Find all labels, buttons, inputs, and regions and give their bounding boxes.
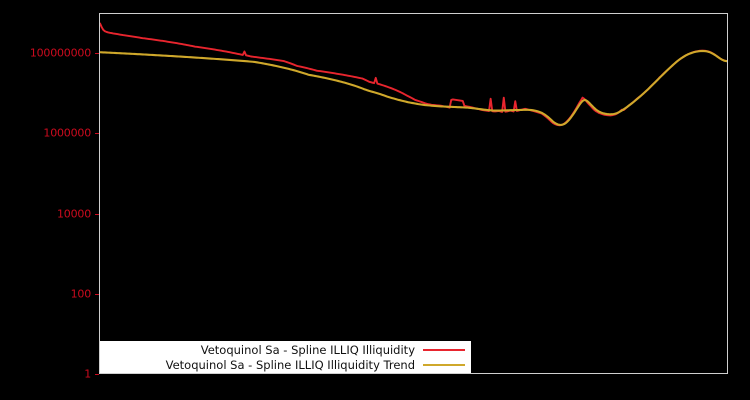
legend-entry-illiquidity-trend: Vetoquinol Sa - Spline ILLIQ Illiquidity…: [100, 357, 465, 372]
y-axis-tick-mark: [95, 293, 99, 295]
plot-area: [99, 13, 728, 374]
legend-swatch-illiquidity-trend: [423, 363, 465, 366]
y-axis-tick-label: 10000: [57, 207, 91, 221]
y-axis-tick-label: 100000000: [29, 46, 91, 60]
series-line-illiquidity: [100, 23, 727, 125]
legend-label-illiquidity: Vetoquinol Sa - Spline ILLIQ Illiquidity: [200, 342, 415, 357]
legend-entry-illiquidity: Vetoquinol Sa - Spline ILLIQ Illiquidity: [100, 342, 465, 357]
plot-svg: [100, 14, 727, 373]
y-axis-tick-label: 100: [70, 287, 92, 301]
chart-legend: Vetoquinol Sa - Spline ILLIQ Illiquidity…: [100, 341, 471, 373]
legend-swatch-illiquidity: [423, 348, 465, 351]
y-axis-tick-mark: [95, 53, 99, 55]
y-axis-tick-label: 1000000: [43, 126, 91, 140]
series-line-illiquidity-trend: [100, 51, 727, 125]
y-axis-tick-label: 1: [84, 367, 91, 381]
y-axis: 100000000 1000000 10000 100 1: [0, 0, 99, 400]
y-axis-tick-mark: [95, 213, 99, 215]
y-axis-tick-mark: [95, 133, 99, 135]
legend-label-illiquidity-trend: Vetoquinol Sa - Spline ILLIQ Illiquidity…: [165, 357, 415, 372]
y-axis-tick-mark: [95, 374, 99, 375]
